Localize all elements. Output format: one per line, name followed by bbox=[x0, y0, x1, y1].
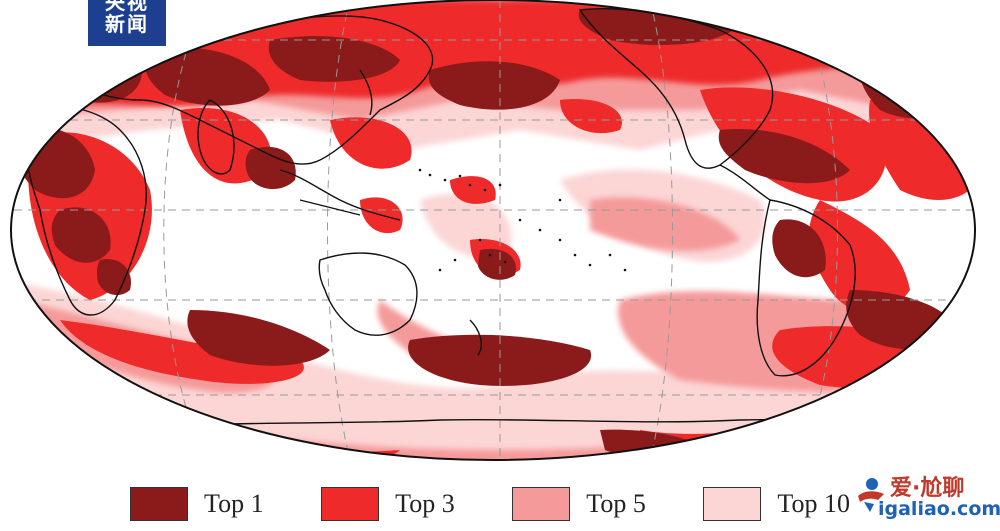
legend-swatch-top5 bbox=[512, 487, 571, 521]
legend-item-top5: Top 5 bbox=[512, 487, 646, 521]
pacific-islands bbox=[418, 168, 627, 272]
legend-item-top3: Top 3 bbox=[321, 487, 455, 521]
watermark-line1: 爱·尬聊 bbox=[890, 476, 965, 501]
legend-swatch-top10 bbox=[703, 487, 762, 521]
map-border bbox=[10, 0, 976, 461]
legend-label-top3: Top 3 bbox=[395, 489, 455, 518]
cctv-news-badge: 央视 新闻 bbox=[88, 0, 166, 46]
watermark: 爱·尬聊 igaliao.com bbox=[850, 470, 1000, 530]
legend-label-top1: Top 1 bbox=[204, 489, 264, 518]
legend-label-top10: Top 10 bbox=[777, 489, 850, 518]
legend-swatch-top1 bbox=[130, 487, 188, 521]
legend-label-top5: Top 5 bbox=[586, 489, 646, 518]
badge-line1: 央视 bbox=[105, 0, 149, 14]
mascot-logo-icon bbox=[858, 478, 884, 512]
legend-swatch-top3 bbox=[321, 487, 380, 521]
watermark-line2: igaliao.com bbox=[878, 498, 1000, 520]
badge-line2: 新闻 bbox=[105, 12, 149, 36]
legend-item-top10: Top 10 bbox=[703, 487, 850, 521]
legend-item-top1: Top 1 bbox=[130, 487, 264, 521]
legend: Top 1 Top 3 Top 5 Top 10 bbox=[130, 484, 850, 524]
